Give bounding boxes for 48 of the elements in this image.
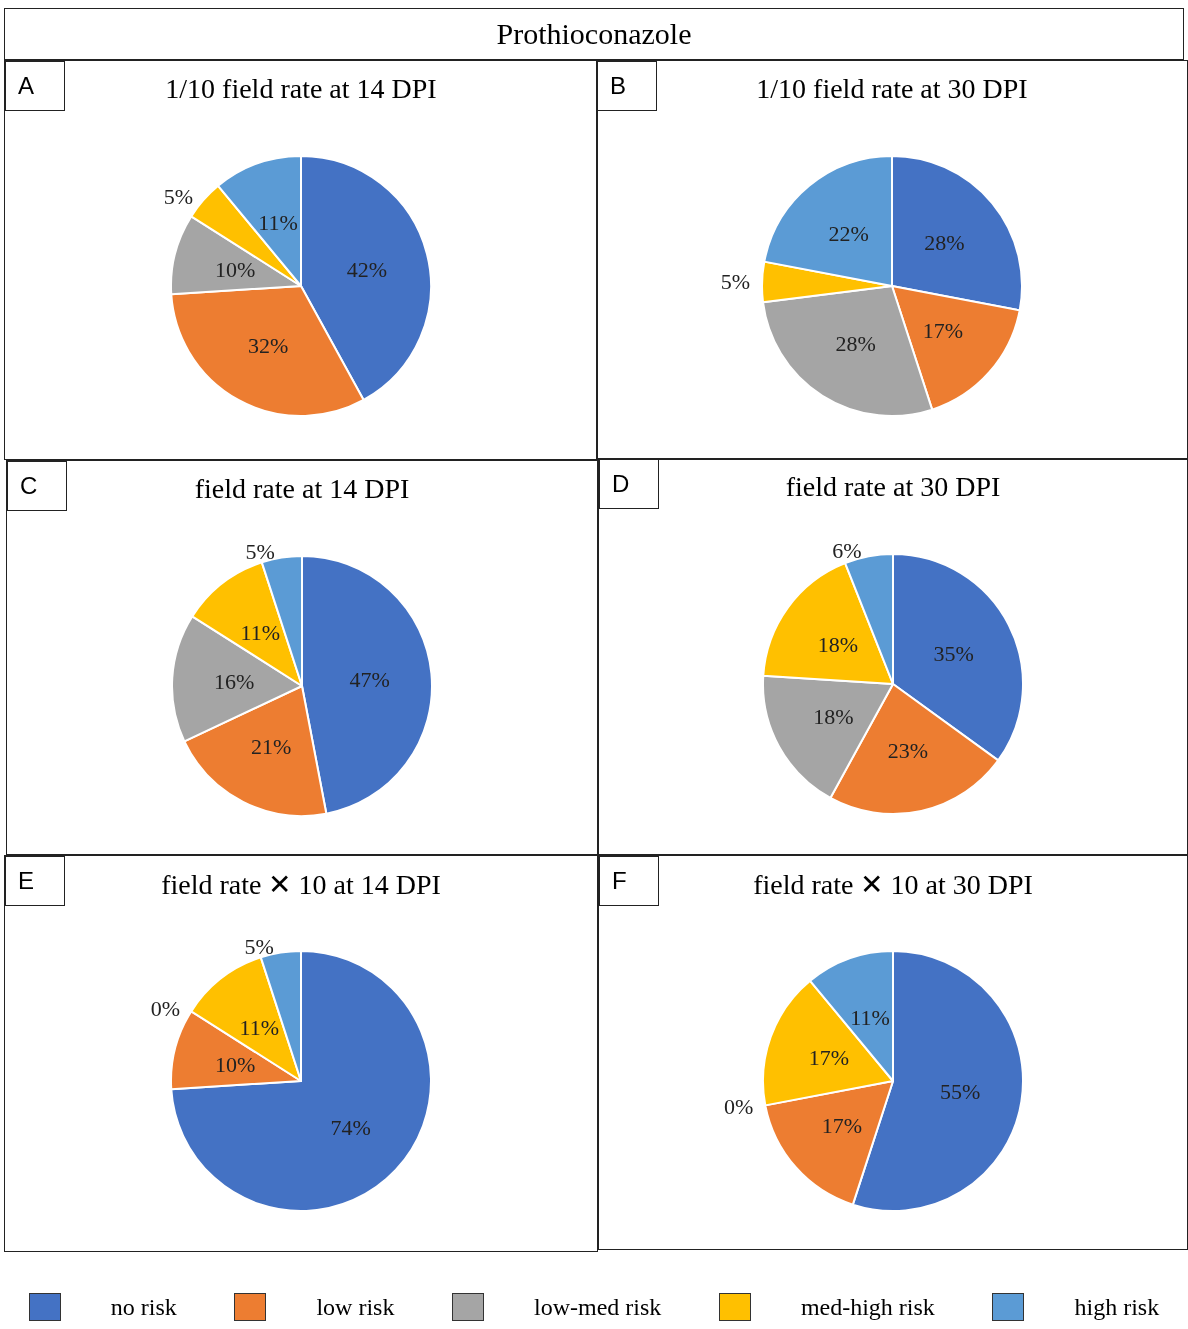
- data-label: 35%: [933, 640, 974, 666]
- text: B: [597, 61, 657, 111]
- data-label: 22%: [828, 221, 869, 247]
- data-label: 11%: [240, 619, 281, 645]
- data-label: 47%: [349, 667, 390, 693]
- data-label: 17%: [922, 318, 964, 344]
- chart-title: field rate at 30 DPI: [785, 471, 1001, 502]
- chart-title: field rate ✕ 10 at 30 DPI: [753, 869, 1033, 900]
- data-label: 6%: [832, 537, 862, 563]
- data-label: 5%: [720, 269, 751, 295]
- text: 0%: [150, 995, 181, 1021]
- data-label: 11%: [258, 209, 298, 235]
- data-label: 18%: [813, 704, 854, 730]
- data-label: 5%: [245, 539, 275, 565]
- data-label: 28%: [924, 230, 965, 256]
- legend-label: high risk: [1074, 1293, 1160, 1321]
- chart-title: field rate at 14 DPI: [194, 473, 410, 504]
- legend-label: low risk: [316, 1293, 395, 1321]
- legend-label: low-med risk: [533, 1293, 662, 1321]
- text: E: [5, 856, 65, 906]
- text: Prothioconazole: [4, 8, 1184, 60]
- data-label: 11%: [850, 1004, 890, 1030]
- chart-title: 1/10 field rate at 14 DPI: [165, 73, 437, 104]
- text: A: [5, 61, 65, 111]
- data-label: 18%: [817, 631, 859, 657]
- data-label: 17%: [808, 1045, 850, 1071]
- chart-title: field rate ✕ 10 at 14 DPI: [161, 869, 441, 900]
- text: 0%: [724, 1093, 754, 1119]
- text: C: [7, 461, 67, 511]
- data-label: 23%: [887, 737, 928, 763]
- data-label: 42%: [346, 256, 388, 282]
- text: D: [599, 459, 659, 509]
- data-label: 11%: [239, 1014, 280, 1040]
- data-label: 16%: [213, 669, 255, 695]
- legend-label: no risk: [110, 1293, 177, 1321]
- data-label: 10%: [214, 1051, 256, 1077]
- data-label: 28%: [835, 330, 876, 356]
- data-label: 74%: [330, 1115, 371, 1141]
- data-label: 55%: [940, 1079, 981, 1105]
- legend-label: med-high risk: [800, 1293, 935, 1321]
- data-label: 21%: [250, 734, 292, 760]
- data-label: 17%: [821, 1113, 863, 1139]
- data-label: 5%: [244, 934, 274, 960]
- data-label: 10%: [214, 256, 256, 282]
- text: F: [599, 856, 659, 906]
- data-label: 5%: [163, 183, 193, 209]
- chart-title: 1/10 field rate at 30 DPI: [756, 73, 1028, 104]
- data-label: 32%: [248, 333, 289, 359]
